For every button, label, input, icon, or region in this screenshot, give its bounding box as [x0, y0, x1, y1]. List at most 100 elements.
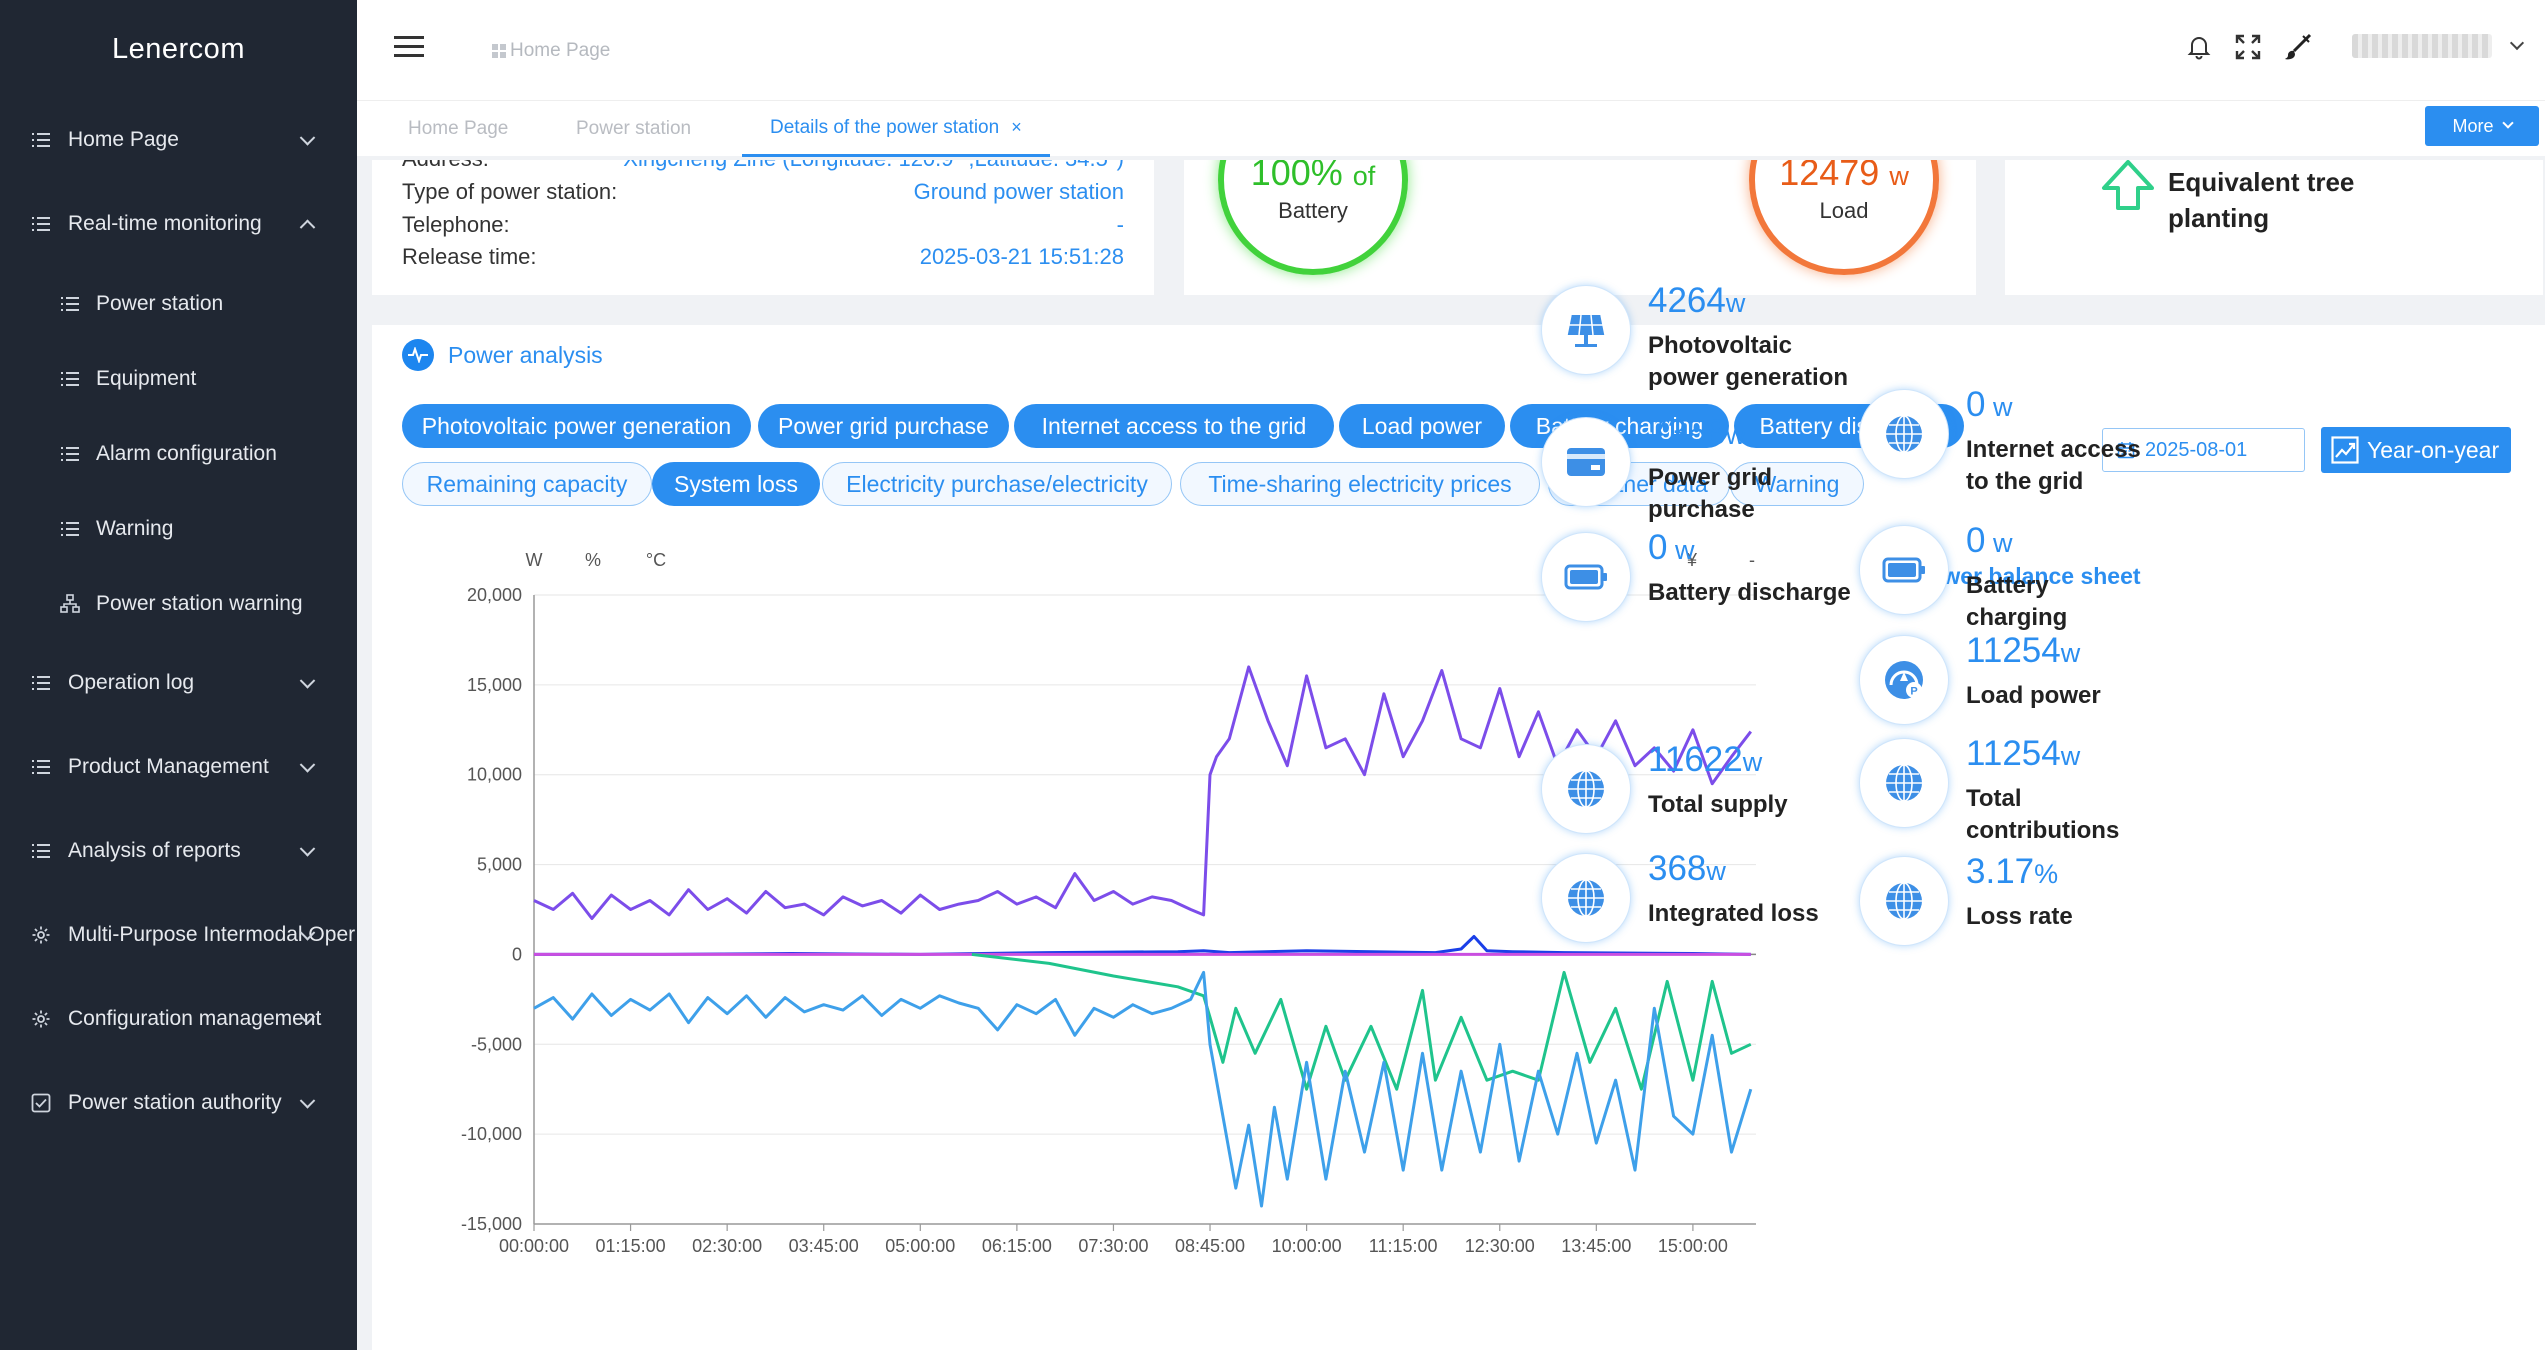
tab-details-of-the-power-station[interactable]: Details of the power station ×: [742, 101, 1050, 157]
sidebar-item-analysis-of-reports[interactable]: Analysis of reports: [0, 809, 357, 893]
filter-label: System loss: [674, 470, 798, 497]
info-row-release-time: Release time: 2025-03-21 15:51:28: [402, 244, 1124, 274]
svg-text:P: P: [1910, 686, 1917, 698]
power-analysis-title: Power analysis: [402, 339, 603, 371]
brand-logo: Lenercom: [112, 32, 245, 65]
sidebar-subitem-equipment[interactable]: Equipment: [0, 341, 357, 416]
bell-icon[interactable]: [2184, 32, 2214, 62]
info-value: Ground power station: [913, 179, 1124, 204]
tab-label: Power station: [576, 118, 692, 139]
info-value: 2025-03-21 15:51:28: [919, 244, 1124, 269]
sidebar-subitem-power-station[interactable]: Power station: [0, 266, 357, 341]
sidebar-item-multi-purpose-intermodal[interactable]: Multi-Purpose Intermodal Oper: [0, 893, 357, 977]
battery-gauge-unit: of: [1352, 161, 1376, 191]
balance-unit: w: [2060, 638, 2081, 668]
sidebar-item-label: Configuration management: [68, 1007, 322, 1030]
list-icon: [30, 756, 52, 778]
balance-label-line-1: Photovoltaic: [1648, 332, 1793, 359]
brush-icon[interactable]: [2283, 32, 2313, 62]
chevron-down-icon: [299, 130, 316, 146]
grid-card-icon: [1541, 417, 1631, 507]
calendar-icon: [2117, 442, 2135, 459]
sidebar-item-real-time-monitoring[interactable]: Real-time monitoring: [0, 182, 357, 266]
series-line-0: [533, 665, 1752, 920]
tab-power-station[interactable]: Power station: [576, 101, 691, 157]
filter-time-sharing-electricity-prices[interactable]: Time-sharing electricity prices: [1180, 462, 1540, 506]
balance-label-line-1: Power grid: [1648, 464, 1773, 491]
x-tick-label: 00:00:00: [499, 1236, 569, 1255]
filter-electricity-purchase[interactable]: Electricity purchase/electricity: [822, 462, 1172, 506]
filter-label: Internet access to the grid: [1041, 412, 1307, 439]
chevron-down-icon: [299, 841, 316, 857]
sidebar-item-product-management[interactable]: Product Management: [0, 725, 357, 809]
balance-number: 7358: [1648, 413, 1726, 452]
sidebar-item-label: Real-time monitoring: [68, 212, 262, 235]
username-label[interactable]: [2352, 34, 2492, 58]
power-analysis-title-text: Power analysis: [448, 341, 603, 368]
checkbox-icon: [30, 1092, 52, 1114]
power-balance-title: Power balance sheet: [1913, 563, 2141, 589]
fullscreen-icon[interactable]: [2233, 32, 2263, 62]
list-icon: [60, 294, 80, 314]
battery-gauge: 100% of Battery: [1218, 160, 1408, 275]
balance-unit: w: [2060, 741, 2081, 771]
y-tick-label: 20,000: [467, 585, 522, 605]
filter-label: Photovoltaic power generation: [421, 412, 732, 439]
balance-label-line-2: to the grid: [1966, 468, 2084, 495]
y-tick-label: 5,000: [477, 855, 522, 875]
load-gauge-label: Load: [1819, 198, 1869, 223]
more-button-label: More: [2452, 115, 2494, 136]
balance-value: 4264w: [1648, 281, 1745, 321]
org-tree-icon: [60, 593, 80, 614]
x-tick-label: 15:00:00: [1658, 1236, 1728, 1255]
grid-icon: [492, 44, 506, 58]
sidebar-item-configuration-management[interactable]: Configuration management: [0, 977, 357, 1061]
sidebar-item-home-page[interactable]: Home Page: [0, 98, 357, 182]
sidebar-subitem-alarm-configuration[interactable]: Alarm configuration: [0, 416, 357, 491]
y-tick-label: 10,000: [467, 765, 522, 785]
filter-label: Warning: [1754, 470, 1840, 497]
tab-label: Details of the power station: [770, 116, 1000, 138]
filter-system-loss[interactable]: System loss: [652, 462, 820, 506]
globe-icon: [1859, 389, 1949, 479]
load-gauge-unit: w: [1889, 161, 1909, 191]
balance-label-line-2: charging: [1966, 604, 2068, 631]
list-icon: [60, 369, 80, 389]
tab-home-page[interactable]: Home Page: [408, 101, 508, 157]
close-icon[interactable]: ×: [1011, 117, 1022, 137]
filter-photovoltaic-power-generation[interactable]: Photovoltaic power generation: [402, 404, 751, 448]
balance-label: Internet access to the grid: [1966, 434, 2141, 498]
x-tick-label: 11:15:00: [1369, 1236, 1438, 1255]
filter-warning[interactable]: Warning: [1730, 462, 1864, 506]
breadcrumb-label[interactable]: Home Page: [510, 40, 611, 61]
sidebar-item-label: Analysis of reports: [68, 839, 241, 862]
hamburger-menu-icon[interactable]: [394, 36, 424, 58]
balance-value: 11254w: [1966, 631, 2080, 671]
top-header: Home Page: [357, 0, 2545, 100]
sidebar-subitem-warning[interactable]: Warning: [0, 491, 357, 566]
balance-value: 11622w: [1648, 740, 1762, 780]
info-label: Type of power station:: [402, 179, 618, 204]
x-tick-label: 06:15:00: [982, 1236, 1052, 1255]
balance-label-line-1: Total supply: [1648, 791, 1788, 818]
tab-label: Home Page: [408, 118, 509, 139]
balance-label: Photovoltaic power generation: [1648, 330, 1848, 394]
year-on-year-button[interactable]: Year-on-year: [2321, 427, 2511, 473]
filter-label: Electricity purchase/electricity: [846, 470, 1148, 497]
date-picker-input[interactable]: 2025-08-01: [2102, 428, 2305, 472]
sidebar-item-operation-log[interactable]: Operation log: [0, 641, 357, 725]
x-tick-label: 10:00:00: [1272, 1236, 1342, 1255]
filter-power-grid-purchase[interactable]: Power grid purchase: [758, 404, 1009, 448]
list-icon: [30, 672, 52, 694]
chevron-down-icon: [299, 673, 316, 689]
chevron-down-icon: [2501, 117, 2514, 129]
sidebar-item-power-station-authority[interactable]: Power station authority: [0, 1061, 357, 1145]
unit-label: W: [526, 550, 543, 570]
globe-icon: [1859, 738, 1949, 828]
sidebar-subitem-power-station-warning[interactable]: Power station warning: [0, 566, 357, 641]
more-button[interactable]: More: [2425, 106, 2539, 146]
filter-load-power[interactable]: Load power: [1339, 404, 1505, 448]
chevron-down-icon[interactable]: [2509, 35, 2525, 51]
filter-remaining-capacity[interactable]: Remaining capacity: [402, 462, 652, 506]
filter-internet-access-to-the-grid[interactable]: Internet access to the grid: [1014, 404, 1334, 448]
